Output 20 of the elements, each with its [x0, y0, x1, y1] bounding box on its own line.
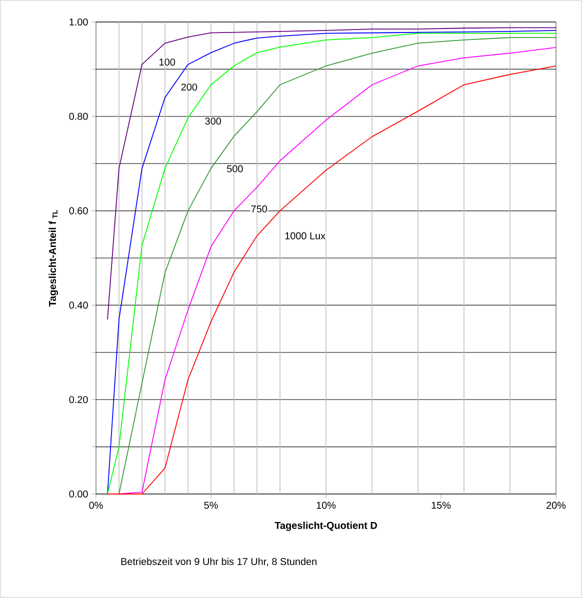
y-axis-title: Tageslicht-Anteil f $_{TL}$ — [48, 210, 58, 307]
x-axis-title: Tageslicht-Quotient D — [274, 522, 377, 531]
text: Betriebszeit von 9 Uhr bis 17 Uhr, 8 Stunden — [121, 558, 316, 566]
series-label: 200 — [181, 84, 198, 91]
series-label: 750 — [251, 205, 267, 212]
x-tick-label: 15% — [432, 502, 451, 509]
x-tick-label: 20% — [546, 502, 566, 509]
y-tick-label: 0.60 — [69, 207, 88, 214]
x-tick-label: 0% — [89, 502, 103, 509]
series-label: 500 — [227, 165, 243, 172]
series-label: 100 — [160, 58, 175, 66]
x-tick-label: 5% — [204, 502, 218, 509]
x-tick-label: 10% — [316, 502, 336, 509]
series-label: 1000 Lux — [285, 232, 326, 240]
y-tick-label: 0.00 — [69, 490, 88, 498]
y-tick-label: 0.80 — [69, 112, 88, 120]
y-tick-label: 0.40 — [69, 302, 88, 309]
y-tick-label: 0.20 — [69, 396, 88, 404]
y-tick-label: 1.00 — [70, 18, 88, 26]
series-label: 300 — [205, 118, 221, 125]
